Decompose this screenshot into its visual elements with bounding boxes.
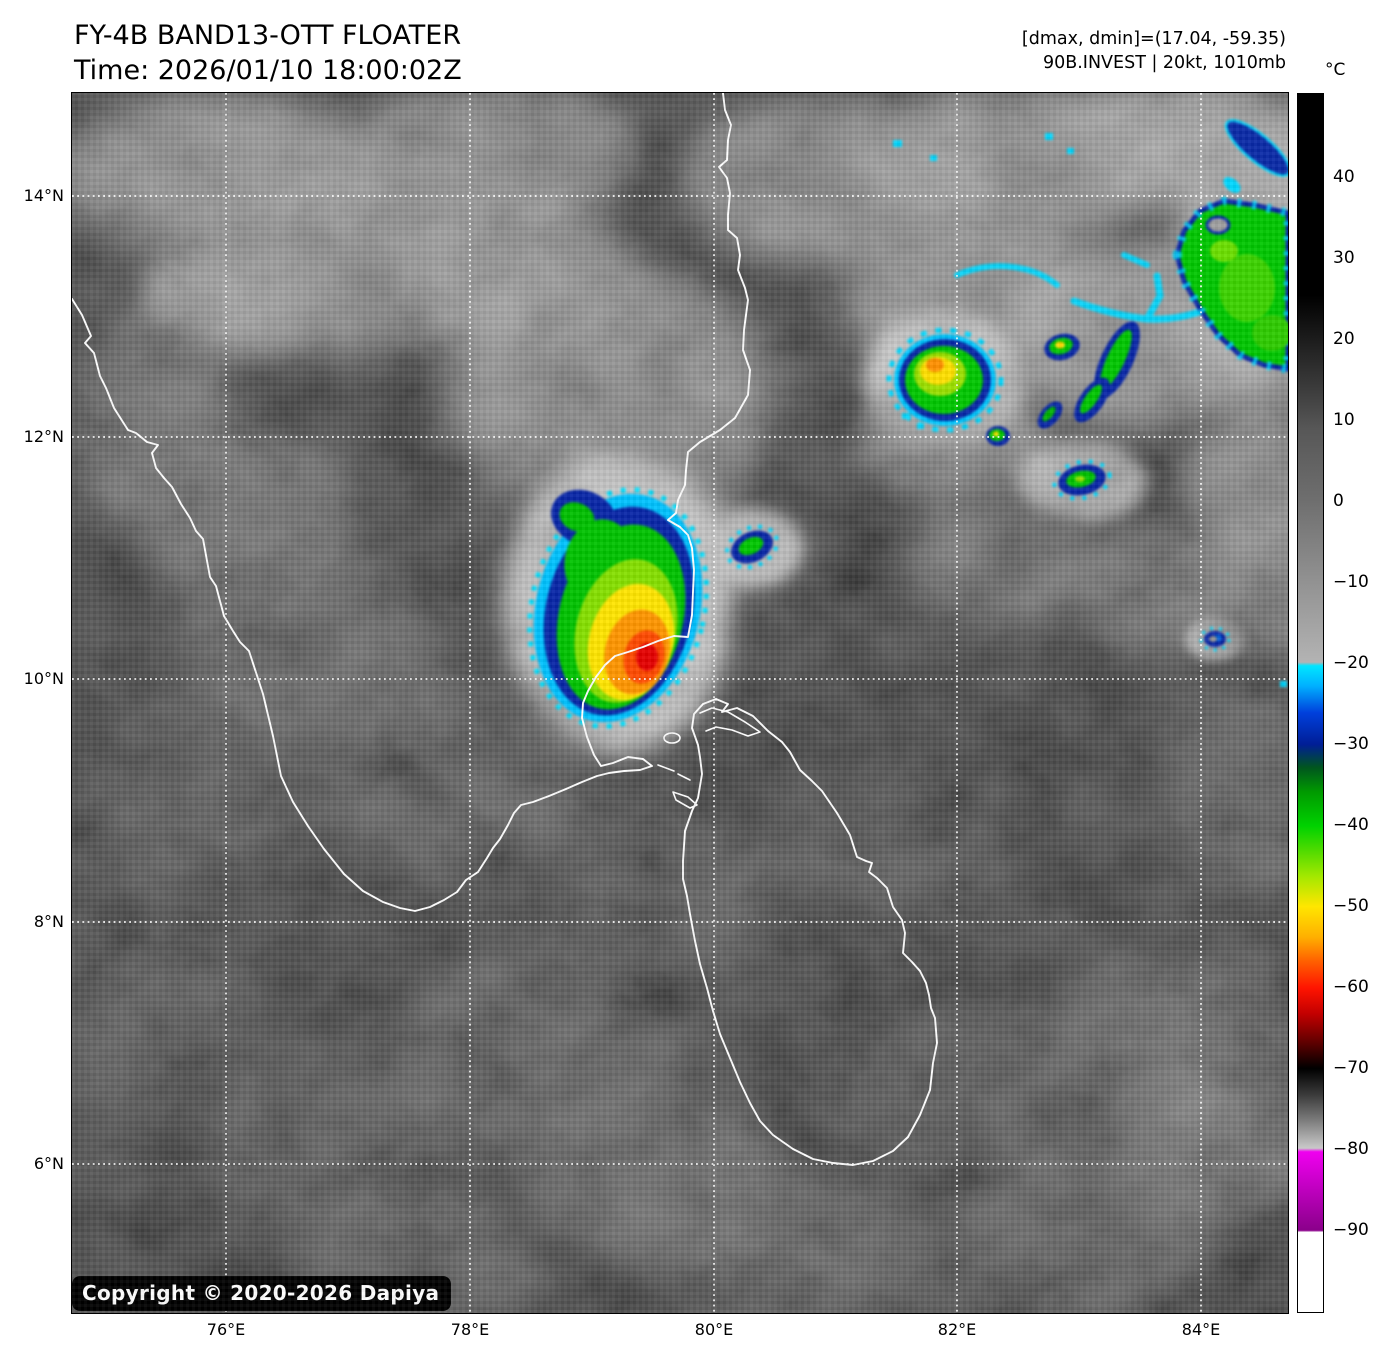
figure-title: FY-4B BAND13-OTT FLOATER [74,20,462,51]
colorbar-tick-m20: −20 [1333,653,1369,673]
storm-cell-small-oval [1052,459,1112,501]
colorbar-tick-0: 0 [1333,491,1344,511]
storm-cell-small-yellow [1044,333,1080,361]
colorbar-tick-m90: −90 [1333,1220,1369,1240]
dmax-dmin-annotation: [dmax, dmin]=(17.04, -59.35) [1021,29,1286,49]
colorbar-tick-m10: −10 [1333,572,1369,592]
colorbar-tick-m60: −60 [1333,977,1369,997]
coastline-sri-lanka [682,698,938,1166]
cloud-noise-texture [72,93,1288,1313]
colorbar-unit-label: °C [1325,60,1346,80]
annotation-block: [dmax, dmin]=(17.04, -59.35) 90B.INVEST … [1022,27,1286,75]
lat-label-6n: 6°N [33,1154,64,1173]
colorbar-tick-m40: −40 [1333,815,1369,835]
lon-label-80e: 80°E [694,1320,734,1339]
storm-cell-main [527,487,709,729]
storm-cell-tiny-dot [1199,626,1231,652]
lon-label-84e: 84°E [1181,1320,1221,1339]
convective-cells [527,119,1288,729]
coastlines [72,93,938,1166]
title-block: FY-4B BAND13-OTT FLOATER Time: 2026/01/1… [74,18,462,88]
colorbar-tick-m80: −80 [1333,1139,1369,1159]
coastline-jaffna-lagoon [699,707,761,737]
lat-label-14n: 14°N [23,186,64,205]
colorbar-tick-m70: −70 [1333,1058,1369,1078]
lon-label-78e: 78°E [450,1320,490,1339]
coastline-india [72,93,751,912]
colorbar-tick-30: 30 [1333,248,1355,268]
graticule-gridlines [72,93,1288,1313]
colorbar-tick-m30: −30 [1333,734,1369,754]
storm-cell-chain [986,321,1140,446]
lat-label-10n: 10°N [23,669,64,688]
colorbar-tick-40: 40 [1333,167,1355,187]
island-delft [663,732,681,744]
cyan-specks [893,133,1287,687]
lat-label-12n: 12°N [23,427,64,446]
lon-label-76e: 76°E [206,1320,246,1339]
storm-cell-small-east [725,524,779,570]
invest-annotation: 90B.INVEST | 20kt, 1010mb [1042,53,1286,73]
lon-label-82e: 82°E [937,1320,977,1339]
storm-mass-right-edge [1172,119,1288,374]
storm-cluster-northeast [886,327,1004,433]
figure-timestamp: Time: 2026/01/10 18:00:02Z [74,55,462,86]
temperature-colorbar [1297,93,1324,1313]
islands-adams-bridge [657,764,691,781]
satellite-map-panel: Copyright © 2020-2026 Dapiya [71,92,1289,1314]
island-mannar [672,791,698,809]
satellite-imagery [72,93,1288,1313]
lat-label-8n: 8°N [33,912,64,931]
copyright-badge: Copyright © 2020-2026 Dapiya [72,1276,452,1311]
colorbar-tick-m50: −50 [1333,896,1369,916]
colorbar-tick-10: 10 [1333,410,1355,430]
colorbar-tick-20: 20 [1333,329,1355,349]
